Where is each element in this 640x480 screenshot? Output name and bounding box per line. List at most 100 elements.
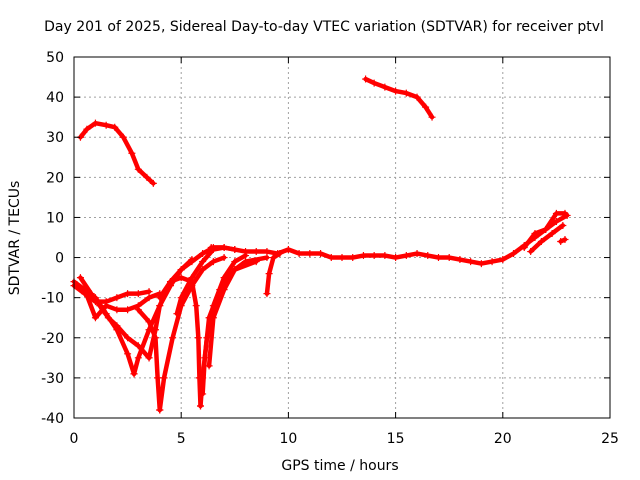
data-point — [242, 252, 250, 260]
data-point — [392, 254, 400, 262]
data-point — [104, 314, 112, 322]
data-point — [130, 370, 138, 378]
data-point — [188, 258, 196, 266]
y-tick-label: -20 — [41, 331, 64, 347]
series-line — [208, 213, 570, 266]
data-point — [548, 229, 556, 237]
data-point — [231, 246, 239, 254]
data-point — [265, 270, 273, 278]
data-point — [209, 314, 217, 322]
data-point — [392, 87, 400, 95]
data-point — [209, 246, 217, 254]
data-point — [413, 250, 421, 258]
data-point — [169, 334, 177, 342]
series-line — [264, 251, 283, 296]
data-point — [194, 334, 202, 342]
data-point — [284, 246, 292, 254]
data-point — [402, 89, 410, 97]
x-tick-label: 0 — [70, 431, 79, 447]
y-tick-label: -10 — [41, 291, 64, 307]
data-point — [499, 256, 507, 264]
data-point — [231, 266, 239, 274]
data-point — [306, 250, 314, 258]
data-point — [381, 252, 389, 260]
data-point — [199, 390, 207, 398]
y-tick-label: -30 — [41, 371, 64, 387]
data-point — [76, 274, 84, 282]
series-layer — [70, 75, 571, 414]
data-point — [201, 354, 209, 362]
data-point — [557, 238, 565, 246]
data-point — [81, 286, 89, 294]
data-point — [263, 254, 271, 262]
series-arc-high-early — [76, 119, 157, 187]
data-point — [231, 258, 239, 266]
series-rise-h — [173, 244, 239, 318]
data-point — [205, 362, 213, 370]
data-point — [263, 290, 271, 298]
data-point — [166, 278, 174, 286]
data-point — [113, 294, 121, 302]
data-point — [149, 179, 157, 187]
data-point — [199, 258, 207, 266]
data-point — [295, 250, 303, 258]
data-point — [477, 260, 485, 268]
data-point — [145, 318, 153, 326]
data-point — [542, 225, 550, 233]
x-tick-label: 25 — [601, 431, 619, 447]
data-point — [192, 302, 200, 310]
plot-frame — [73, 56, 611, 419]
series-spike-9 — [263, 250, 284, 298]
y-tick-label: 40 — [46, 90, 64, 106]
data-point — [520, 244, 528, 252]
data-point — [488, 258, 496, 266]
data-point — [199, 266, 207, 274]
data-point — [362, 75, 370, 83]
data-point — [143, 173, 151, 181]
data-point — [220, 286, 228, 294]
data-point — [456, 256, 464, 264]
data-point — [422, 103, 430, 111]
data-point — [156, 406, 164, 414]
data-point — [134, 290, 142, 298]
data-point — [83, 125, 91, 133]
data-point — [531, 229, 539, 237]
series-line — [157, 255, 227, 413]
y-tick-label: -40 — [41, 411, 64, 427]
data-point — [349, 254, 357, 262]
x-tick-label: 10 — [279, 431, 297, 447]
data-point — [156, 294, 164, 302]
data-point — [317, 250, 325, 258]
data-point — [145, 294, 153, 302]
data-point — [102, 302, 110, 310]
data-point — [124, 350, 132, 358]
series-line — [78, 120, 156, 186]
data-point — [242, 258, 250, 266]
x-tick-label: 15 — [387, 431, 405, 447]
data-point — [91, 119, 99, 127]
x-axis-label: GPS time / hours — [281, 458, 398, 474]
data-point — [119, 133, 127, 141]
series-line — [528, 223, 566, 254]
data-point — [124, 290, 132, 298]
data-point — [91, 314, 99, 322]
data-point — [113, 306, 121, 314]
series-tail-isolated — [557, 236, 569, 246]
data-point — [381, 83, 389, 91]
series-line — [206, 255, 270, 369]
series-line — [78, 275, 152, 361]
series-rise-f — [205, 254, 271, 370]
data-point — [128, 149, 136, 157]
data-point — [510, 250, 518, 258]
y-tick-label: 10 — [46, 210, 64, 226]
data-point — [359, 252, 367, 260]
data-point — [434, 254, 442, 262]
data-point — [145, 288, 153, 296]
data-point — [327, 254, 335, 262]
x-tick-label: 5 — [177, 431, 186, 447]
x-tick-label: 20 — [494, 431, 512, 447]
data-point — [154, 374, 162, 382]
data-point — [552, 217, 560, 225]
series-line — [363, 76, 435, 120]
